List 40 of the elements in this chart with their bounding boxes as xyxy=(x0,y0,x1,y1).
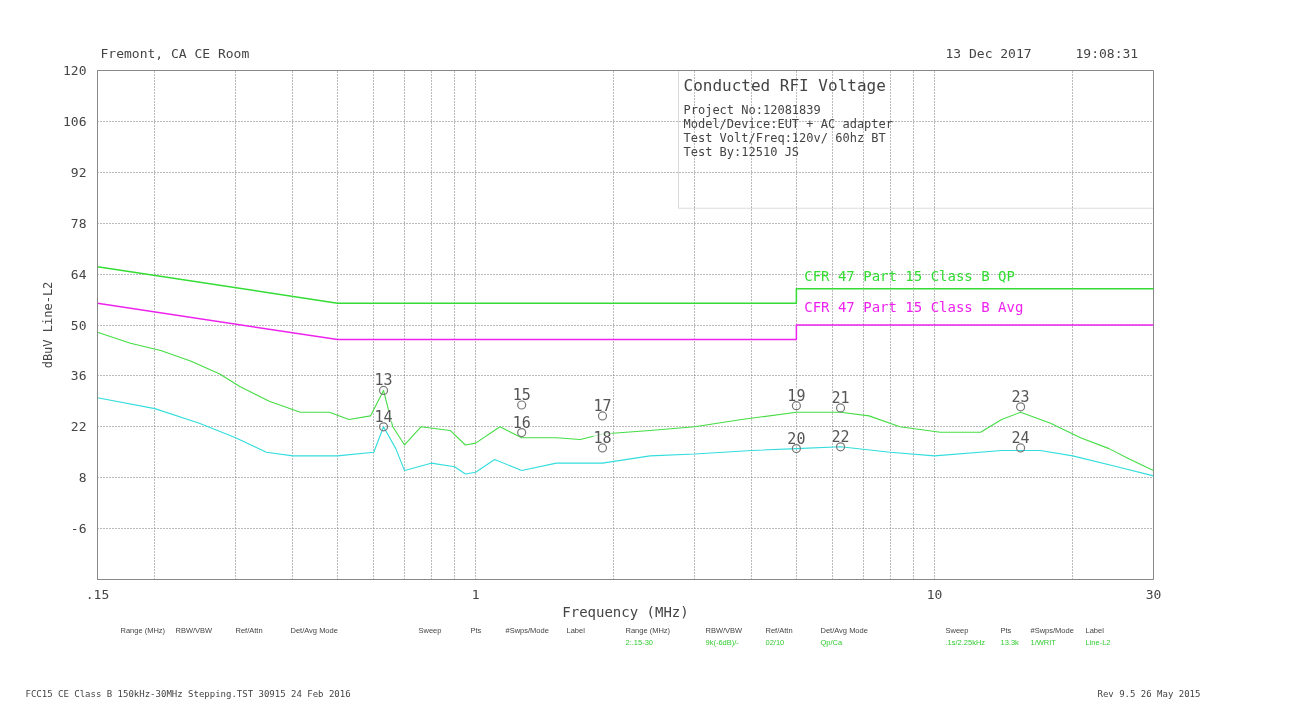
y-axis-title: dBuV Line-L2 xyxy=(41,281,56,369)
annotation: Test By:12510 JS xyxy=(683,145,800,160)
series-label: CFR 47 Part 15 Class B QP xyxy=(804,268,1015,285)
annotation: Test Volt/Freq:120v/ 60hz BT xyxy=(683,131,886,146)
y-tick-label: 36 xyxy=(70,368,87,384)
annotation: 23 xyxy=(1011,387,1030,406)
y-tick-label: 92 xyxy=(70,164,87,180)
annotation: 17 xyxy=(593,396,612,415)
annotation: 16 xyxy=(512,413,531,432)
y-tick-label: 78 xyxy=(70,215,87,231)
annotation: 14 xyxy=(374,407,393,426)
y-tick-label: 22 xyxy=(70,419,87,435)
annotation: 22 xyxy=(831,427,850,446)
y-tick-label: 120 xyxy=(63,63,87,78)
annotation: 13 xyxy=(374,371,393,390)
y-tick-label: 106 xyxy=(63,113,87,129)
text: Rev 9.5 26 May 2015 xyxy=(1097,688,1201,699)
annotation: Project No:12081839 xyxy=(683,103,821,118)
text: 13 Dec 2017 xyxy=(945,45,1032,61)
annotation: 15 xyxy=(512,385,531,404)
annotation: 19 xyxy=(787,386,806,405)
text: 19:08:31 xyxy=(1075,45,1139,61)
text: FCC15 CE Class B 150kHz-30MHz Stepping.TST 30915 24 Feb 2016 xyxy=(25,688,351,699)
y-tick-label: 8 xyxy=(78,470,87,486)
text: Fremont, CA CE Room xyxy=(100,45,250,61)
chart-title: Conducted RFI Voltage xyxy=(683,76,886,96)
annotation: 21 xyxy=(831,388,850,407)
y-tick-label: 64 xyxy=(70,266,87,282)
annotation: 18 xyxy=(593,428,612,447)
x-tick-label: .15 xyxy=(85,586,110,602)
annotation: Model/Device:EUT + AC adapter xyxy=(683,117,894,132)
y-tick-label: -6 xyxy=(70,521,87,537)
x-tick-label: 30 xyxy=(1145,586,1162,602)
x-tick-label: 10 xyxy=(926,586,943,602)
x-tick-label: 1 xyxy=(471,586,480,602)
annotation: 24 xyxy=(1011,428,1030,447)
y-tick-label: 50 xyxy=(70,317,87,333)
series-label: CFR 47 Part 15 Class B Avg xyxy=(804,298,1024,315)
x-axis-title: Frequency (MHz) xyxy=(562,603,689,620)
annotation: 20 xyxy=(787,429,806,448)
